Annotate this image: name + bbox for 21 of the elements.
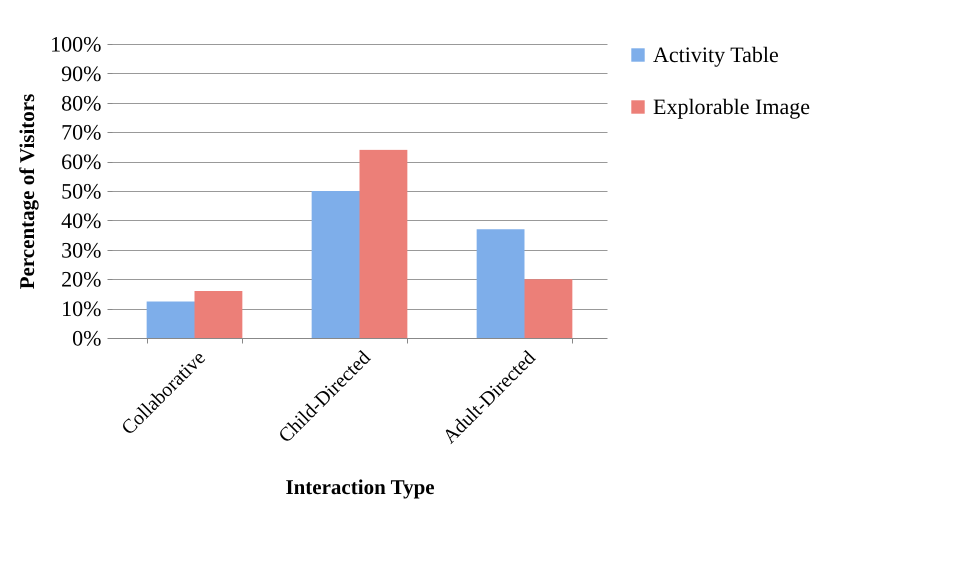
bar bbox=[194, 290, 242, 338]
y-tick-label: 10% bbox=[61, 296, 102, 322]
bar bbox=[360, 150, 408, 338]
bar bbox=[524, 279, 572, 338]
y-tick-label: 60% bbox=[61, 149, 102, 174]
y-tick-label: 100% bbox=[50, 32, 102, 56]
bar bbox=[476, 229, 524, 338]
y-tick-label: 80% bbox=[61, 90, 102, 116]
legend-label: Explorable Image bbox=[653, 94, 810, 119]
y-axis-title: Percentage of Visitors bbox=[15, 94, 40, 290]
y-tick-label: 40% bbox=[61, 208, 102, 233]
bar bbox=[146, 302, 194, 338]
x-axis-title: Interaction Type bbox=[285, 475, 435, 500]
y-tick-label: 20% bbox=[61, 266, 102, 292]
y-tick-label: 30% bbox=[61, 237, 102, 262]
y-tick-label: 0% bbox=[72, 326, 102, 350]
y-tick-label: 50% bbox=[61, 178, 102, 204]
bar bbox=[312, 191, 360, 338]
y-tick-label: 70% bbox=[61, 120, 102, 145]
y-tick-label: 90% bbox=[61, 60, 102, 86]
legend-label: Activity Table bbox=[653, 42, 779, 67]
